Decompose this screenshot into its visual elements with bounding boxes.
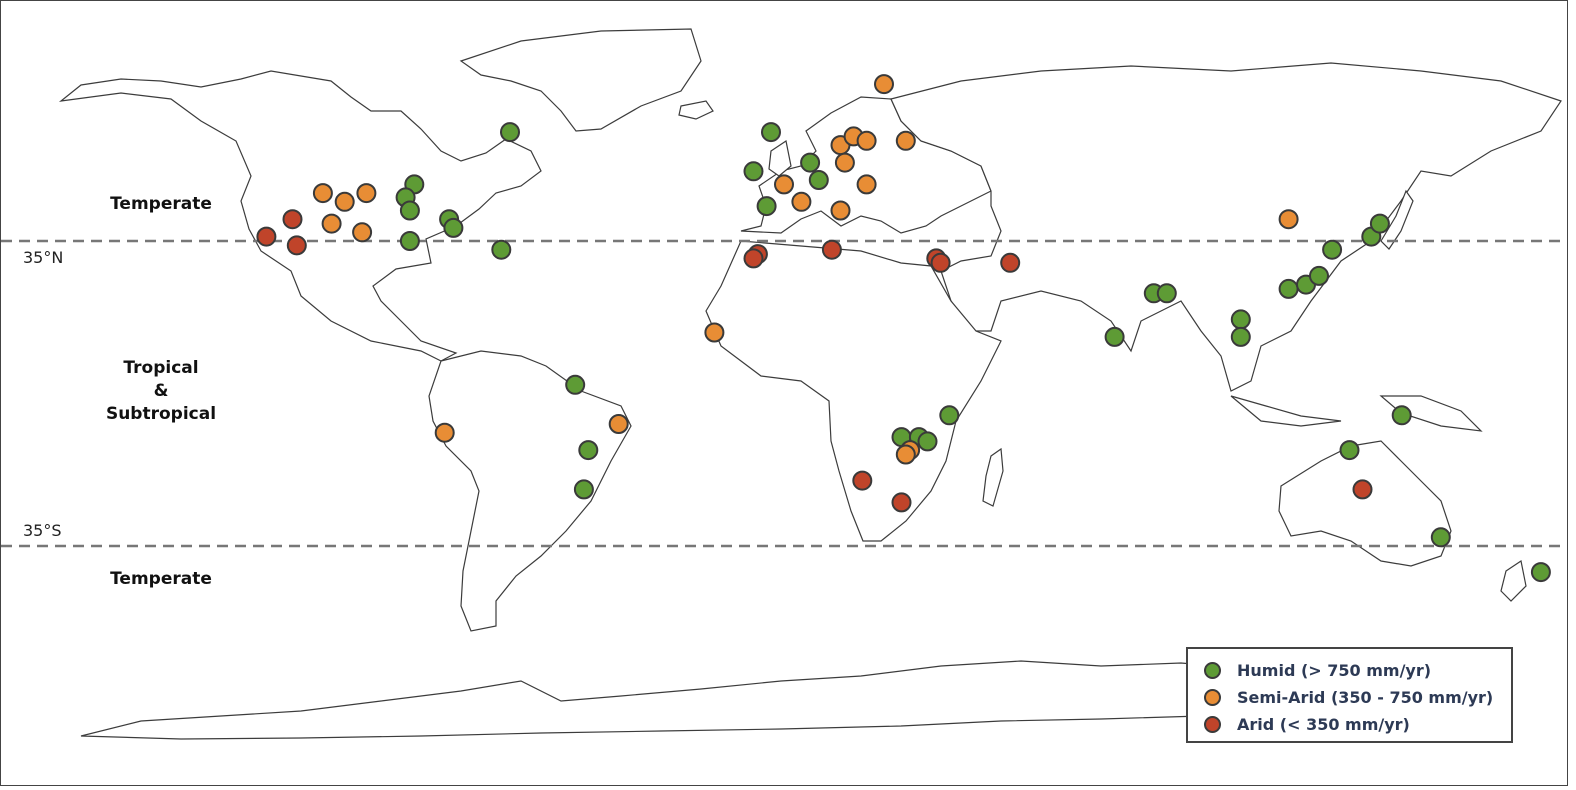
site-marker-arid[interactable]	[891, 492, 912, 513]
asia	[890, 62, 1562, 392]
site-marker-humid[interactable]	[917, 431, 938, 452]
site-marker-humid[interactable]	[500, 122, 520, 143]
site-marker-semi-arid[interactable]	[1278, 209, 1299, 230]
site-marker-humid[interactable]	[761, 122, 781, 143]
zone-label-tropical-line3: Subtropical	[105, 404, 217, 424]
site-marker-arid[interactable]	[930, 252, 951, 273]
site-marker-humid[interactable]	[578, 440, 599, 461]
site-marker-semi-arid[interactable]	[608, 414, 629, 434]
site-marker-arid[interactable]	[821, 239, 842, 260]
site-marker-arid[interactable]	[1000, 252, 1021, 273]
madagascar	[982, 447, 1004, 507]
site-marker-humid[interactable]	[491, 239, 512, 260]
site-marker-semi-arid[interactable]	[856, 174, 877, 195]
site-marker-humid[interactable]	[399, 200, 420, 221]
site-marker-semi-arid[interactable]	[352, 222, 373, 243]
site-marker-semi-arid[interactable]	[321, 213, 342, 234]
legend-label-humid: Humid (> 750 mm/yr)	[1237, 661, 1432, 680]
zone-label-tropical-line2: &	[153, 381, 169, 401]
site-marker-semi-arid[interactable]	[434, 422, 455, 443]
japan	[1380, 189, 1414, 250]
site-marker-semi-arid[interactable]	[856, 130, 877, 151]
site-marker-arid[interactable]	[286, 235, 307, 256]
legend-swatch-arid	[1204, 716, 1221, 733]
site-marker-semi-arid[interactable]	[334, 191, 355, 212]
site-marker-humid[interactable]	[808, 170, 829, 190]
site-marker-humid[interactable]	[756, 196, 777, 217]
site-marker-humid[interactable]	[1339, 440, 1360, 461]
site-marker-humid[interactable]	[939, 405, 960, 426]
site-marker-humid[interactable]	[1230, 326, 1251, 347]
site-marker-humid[interactable]	[1156, 283, 1177, 304]
legend-swatch-humid	[1204, 662, 1221, 679]
site-marker-humid[interactable]	[443, 217, 464, 238]
site-marker-humid[interactable]	[800, 152, 821, 173]
site-marker-humid[interactable]	[1278, 278, 1299, 299]
site-marker-semi-arid[interactable]	[830, 200, 851, 221]
sites-layer	[256, 74, 1551, 583]
zone-label-north-temperate: Temperate	[110, 194, 212, 214]
landmasses	[58, 28, 1562, 740]
greenland	[459, 28, 702, 132]
zone-label-south-temperate: Temperate	[110, 569, 212, 589]
latitude-label-35s: 35°S	[23, 521, 62, 540]
site-marker-humid[interactable]	[1322, 239, 1343, 260]
indonesia	[1230, 395, 1342, 427]
legend-item-humid[interactable]: Humid (> 750 mm/yr)	[1204, 657, 1511, 684]
iceland	[678, 100, 714, 120]
site-marker-arid[interactable]	[256, 226, 277, 247]
site-marker-semi-arid[interactable]	[834, 152, 855, 173]
site-marker-humid[interactable]	[1230, 309, 1251, 330]
site-marker-semi-arid[interactable]	[895, 130, 916, 151]
site-marker-humid[interactable]	[743, 161, 764, 182]
site-marker-humid[interactable]	[1530, 562, 1551, 583]
legend: Humid (> 750 mm/yr) Semi-Arid (350 - 750…	[1186, 647, 1513, 743]
british-isles	[768, 140, 792, 177]
zone-label-tropical-line1: Tropical	[123, 358, 199, 378]
site-marker-semi-arid[interactable]	[312, 183, 333, 204]
legend-swatch-semi-arid	[1204, 689, 1221, 706]
zone-label-tropical: Tropical & Subtropical	[56, 357, 266, 426]
site-marker-semi-arid[interactable]	[874, 74, 894, 95]
legend-label-semi-arid: Semi-Arid (350 - 750 mm/yr)	[1237, 688, 1494, 707]
south-america	[428, 350, 632, 632]
site-marker-humid[interactable]	[399, 231, 420, 251]
site-marker-humid[interactable]	[1430, 527, 1451, 548]
latitude-label-35n: 35°N	[23, 248, 64, 267]
new-zealand	[1500, 560, 1527, 602]
site-marker-arid[interactable]	[743, 248, 764, 269]
site-marker-semi-arid[interactable]	[791, 191, 812, 212]
legend-label-arid: Arid (< 350 mm/yr)	[1237, 715, 1410, 734]
site-marker-arid[interactable]	[852, 470, 873, 491]
site-marker-humid[interactable]	[573, 479, 594, 500]
site-marker-humid[interactable]	[1104, 326, 1125, 347]
legend-item-semi-arid[interactable]: Semi-Arid (350 - 750 mm/yr)	[1204, 684, 1511, 711]
site-marker-humid[interactable]	[1391, 405, 1412, 426]
legend-item-arid[interactable]: Arid (< 350 mm/yr)	[1204, 711, 1511, 738]
site-marker-arid[interactable]	[282, 209, 303, 230]
site-marker-humid[interactable]	[1309, 265, 1329, 286]
site-marker-semi-arid[interactable]	[774, 174, 794, 195]
site-marker-arid[interactable]	[1352, 479, 1373, 500]
site-marker-humid[interactable]	[1369, 213, 1390, 234]
site-marker-semi-arid[interactable]	[895, 444, 916, 465]
site-marker-semi-arid[interactable]	[356, 183, 377, 204]
site-marker-semi-arid[interactable]	[704, 322, 725, 343]
site-marker-humid[interactable]	[565, 374, 586, 395]
